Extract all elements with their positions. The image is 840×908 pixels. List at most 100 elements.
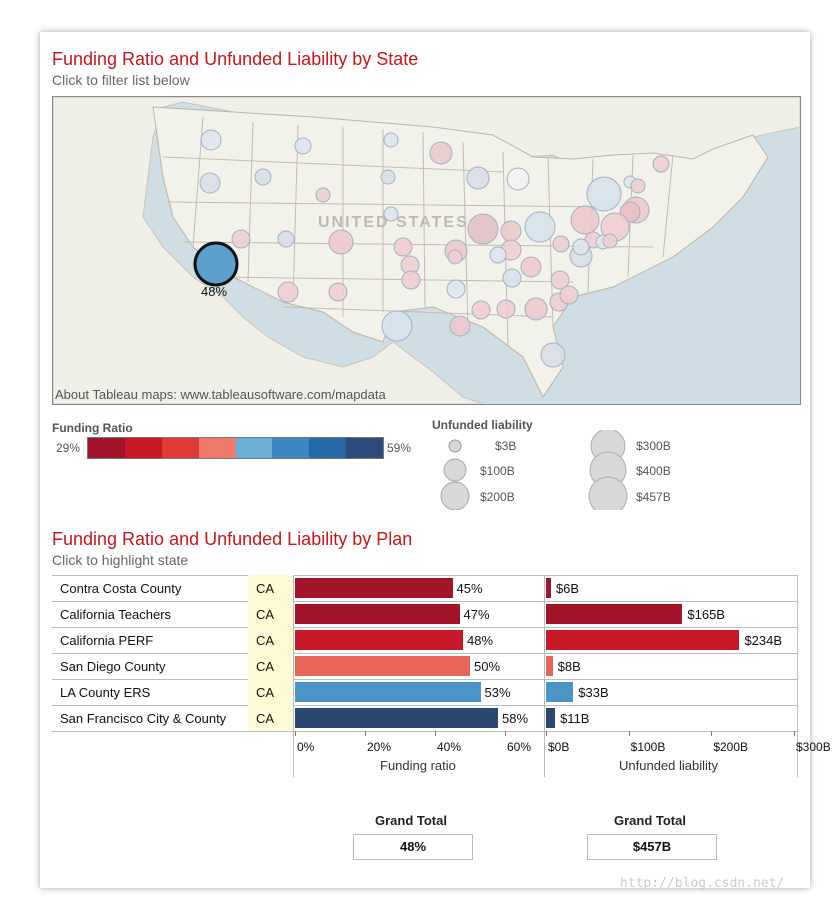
table-row[interactable]: San Diego County CA 50% $8B (52, 653, 798, 680)
map-title: Funding Ratio and Unfunded Liability by … (52, 49, 419, 69)
funding-ratio-bar[interactable] (295, 656, 470, 676)
ramp-swatch-3 (161, 438, 199, 458)
state-bubble[interactable] (467, 213, 499, 245)
state-cell: CA (248, 575, 294, 601)
state-bubble[interactable] (552, 235, 570, 253)
selected-state-label: 48% (201, 284, 227, 299)
state-bubble[interactable] (380, 169, 396, 185)
state-bubble[interactable] (466, 166, 490, 190)
ramp-swatch-7 (309, 438, 347, 458)
state-bubble[interactable] (231, 229, 251, 249)
table-right-border (797, 575, 798, 777)
unfunded-liability-tick-label: $300B (796, 740, 831, 754)
funding-ratio-bar[interactable] (295, 708, 498, 728)
grand-total-unfunded-liability: $457B (587, 834, 717, 860)
ramp-swatch-8 (346, 438, 383, 458)
state-bubble[interactable] (393, 237, 413, 257)
unfunded-liability-tick-mark (546, 731, 547, 736)
map-attribution[interactable]: About Tableau maps: www.tableausoftware.… (55, 387, 386, 402)
state-bubble[interactable] (277, 230, 295, 248)
plan-subtitle: Click to highlight state (52, 552, 189, 568)
state-bubbles[interactable] (199, 129, 670, 368)
state-bubble[interactable] (381, 310, 413, 342)
unfunded-liability-bar[interactable] (546, 682, 574, 702)
state-bubble[interactable] (524, 297, 548, 321)
state-bubble[interactable] (489, 246, 507, 264)
funding-ratio-bar[interactable] (295, 682, 481, 702)
state-bubble[interactable] (502, 268, 522, 288)
unfunded-liability-bar[interactable] (546, 656, 553, 676)
state-bubble[interactable] (559, 285, 579, 305)
selected-state-bubble[interactable] (193, 241, 239, 287)
funding-ratio-label: 47% (463, 607, 490, 622)
unfunded-liability-bar[interactable] (546, 604, 683, 624)
funding-ratio-bar[interactable] (295, 578, 453, 598)
state-bubble[interactable] (602, 233, 618, 249)
funding-ratio-axis-title: Funding ratio (380, 758, 456, 773)
state-bubble[interactable] (524, 211, 556, 243)
state-bubble[interactable] (540, 342, 566, 368)
unfunded-liability-tick-label: $200B (713, 740, 749, 754)
state-bubble[interactable] (294, 137, 312, 155)
ramp-swatch-6 (272, 438, 310, 458)
ramp-swatch-4 (198, 438, 236, 458)
state-code: CA (256, 581, 275, 596)
table-row[interactable]: LA County ERS CA 53% $33B (52, 679, 798, 706)
unfunded-liability-tick-mark (794, 731, 795, 736)
funding-ratio-color-ramp[interactable] (87, 437, 384, 459)
unfunded-liability-bar[interactable] (546, 578, 551, 598)
plan-name: California PERF (60, 633, 154, 648)
size-legend-bubble-3b (448, 439, 462, 453)
funding-ratio-tick-label: 20% (367, 740, 392, 754)
state-bubble[interactable] (520, 256, 542, 278)
state-bubble[interactable] (449, 315, 471, 337)
size-legend-label-457b: $457B (636, 490, 671, 504)
state-bubble[interactable] (315, 187, 331, 203)
funding-ratio-tick-label: 40% (437, 740, 462, 754)
state-bubble[interactable] (446, 279, 466, 299)
state-cell: CA (248, 627, 294, 653)
state-bubble[interactable] (496, 299, 516, 319)
unfunded-liability-label: $234B (744, 633, 783, 648)
table-row[interactable]: Contra Costa County CA 45% $6B (52, 575, 798, 602)
state-bubble[interactable] (506, 167, 530, 191)
state-bubble[interactable] (500, 220, 522, 242)
map-country-label: UNITED STATES (318, 214, 469, 231)
unfunded-liability-label: $165B (687, 607, 725, 622)
size-legend[interactable] (430, 430, 690, 510)
state-bubble[interactable] (277, 281, 299, 303)
unfunded-liability-label: $8B (557, 659, 581, 674)
state-bubble[interactable] (200, 129, 222, 151)
state-bubble[interactable] (254, 168, 272, 186)
funding-ratio-bar[interactable] (295, 630, 463, 650)
state-bubble[interactable] (652, 155, 670, 173)
ramp-swatch-5 (235, 438, 273, 458)
state-bubble[interactable] (199, 172, 221, 194)
state-bubble[interactable] (429, 141, 453, 165)
table-row[interactable]: California Teachers CA 47% $165B (52, 601, 798, 628)
state-bubble[interactable] (572, 238, 590, 256)
state-bubble[interactable] (586, 176, 622, 212)
unfunded-liability-bar[interactable] (546, 630, 740, 650)
state-bubble[interactable] (328, 229, 354, 255)
state-code: CA (256, 685, 275, 700)
state-bubble[interactable] (550, 270, 570, 290)
state-bubble[interactable] (401, 270, 421, 290)
funding-ratio-legend-title: Funding Ratio (52, 421, 133, 435)
funding-ratio-tick-label: 0% (297, 740, 315, 754)
state-bubble-map[interactable]: UNITED STATES 48% About Tableau maps: ww… (52, 96, 801, 405)
table-row[interactable]: California PERF CA 48% $234B (52, 627, 798, 654)
state-bubble[interactable] (383, 132, 399, 148)
size-legend-label-3b: $3B (495, 439, 517, 453)
state-bubble[interactable] (328, 282, 348, 302)
state-bubble[interactable] (570, 205, 600, 235)
funding-ratio-bar[interactable] (295, 604, 460, 624)
state-bubble[interactable] (471, 300, 491, 320)
size-legend-bubble-457b (588, 476, 628, 510)
table-row[interactable]: San Francisco City & County CA 58% $11B (52, 705, 798, 732)
state-bubble[interactable] (447, 249, 463, 265)
unfunded-liability-bar[interactable] (546, 708, 556, 728)
funding-ratio-label: 48% (467, 633, 494, 648)
state-bubble[interactable] (383, 206, 399, 222)
state-bubble[interactable] (630, 178, 646, 194)
